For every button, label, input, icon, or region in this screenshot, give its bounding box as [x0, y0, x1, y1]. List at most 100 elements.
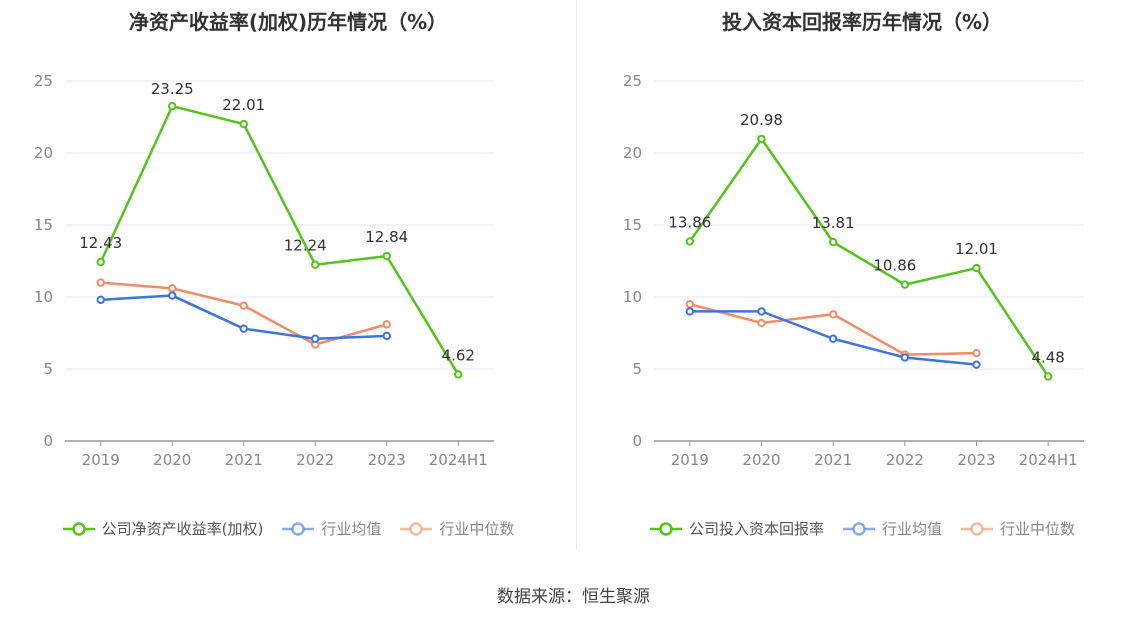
data-label: 12.43: [79, 234, 122, 252]
data-point: [685, 307, 695, 316]
data-point: [757, 307, 766, 316]
x-tick-label: 2022: [296, 451, 334, 469]
legend-marker-icon: [400, 521, 433, 536]
y-tick-label: 5: [632, 360, 642, 378]
data-label: 20.98: [740, 111, 783, 129]
data-label: 22.01: [222, 96, 265, 114]
series-line: [688, 137, 1050, 378]
legend-dot: [659, 521, 673, 536]
panel-divider: [576, 0, 577, 550]
x-tick-label: 2022: [886, 451, 924, 469]
data-point: [168, 291, 177, 300]
legend-label: 行业均值: [321, 520, 382, 538]
data-point: [382, 251, 391, 261]
data-label: 13.86: [668, 213, 711, 231]
data-point: [96, 257, 105, 267]
legend-label: 公司净资产收益率(加权): [101, 520, 264, 538]
legend-label: 行业中位数: [1000, 520, 1076, 538]
legend-label: 公司投入资本回报率: [688, 520, 824, 538]
data-point: [972, 263, 981, 273]
data-label: 4.48: [1031, 348, 1064, 366]
x-tick-label: 2019: [671, 451, 709, 469]
legend-marker-icon: [842, 521, 875, 536]
data-label: 12.01: [955, 240, 998, 258]
x-tick-label: 2021: [225, 451, 263, 469]
y-tick-label: 20: [623, 144, 642, 162]
data-label: 23.25: [151, 80, 194, 98]
legend-marker-icon: [961, 521, 993, 536]
data-point: [96, 295, 105, 305]
data-point: [900, 353, 910, 362]
data-point: [757, 134, 766, 144]
roic-chart-panel: 投入资本回报率历年情况（%） 0 5 10 15 20 25 2019 2020 2021 202…: [577, 0, 1147, 560]
legend-label: 行业中位数: [439, 520, 515, 538]
x-tick-label: 2021: [814, 451, 852, 469]
y-tick-label: 20: [34, 144, 53, 162]
data-source: 数据来源：恒生聚源: [497, 587, 650, 607]
data-point: [382, 320, 391, 329]
chart-legend: 公司投入资本回报率 行业均值 行业中位数: [577, 518, 1147, 539]
legend-label: 行业均值: [881, 520, 942, 538]
data-point: [1043, 372, 1053, 381]
data-point: [239, 324, 248, 333]
y-tick-label: 0: [632, 432, 642, 450]
data-point: [828, 334, 838, 343]
y-tick-label: 15: [34, 216, 53, 234]
legend-item[interactable]: 行业中位数: [399, 518, 514, 539]
data-label: 12.24: [284, 237, 327, 255]
legend-dot: [852, 521, 866, 536]
series-line: [100, 281, 388, 346]
legend-item[interactable]: 行业均值: [842, 518, 942, 539]
data-point: [96, 278, 105, 287]
legend-dot: [970, 521, 984, 536]
data-point: [757, 318, 766, 328]
data-point: [828, 237, 838, 247]
data-label: 10.86: [873, 257, 916, 275]
roic-line-chart: 0 5 10 15 20 25 2019 2020 2021 2022 2023 2024H1 13.8…: [623, 72, 1084, 469]
legend-item[interactable]: 行业中位数: [960, 518, 1075, 539]
data-point: [311, 260, 320, 269]
data-point: [900, 280, 910, 289]
x-tick-label: 2020: [742, 451, 780, 469]
x-tick-label: 2024H1: [429, 451, 488, 469]
roe-chart-panel: 净资产收益率(加权)历年情况（%） 0 5 10 15 20 25 2019 2020 2021…: [0, 0, 576, 560]
data-point: [828, 310, 838, 319]
legend-dot: [71, 521, 86, 536]
y-tick-label: 15: [623, 216, 642, 234]
y-tick-label: 25: [623, 72, 642, 90]
legend-item[interactable]: 公司投入资本回报率: [649, 518, 824, 539]
legend-item[interactable]: 行业均值: [281, 518, 381, 539]
y-tick-label: 10: [34, 288, 53, 306]
chart-title: 净资产收益率(加权)历年情况（%）: [128, 10, 448, 34]
x-tick-label: 2023: [368, 451, 406, 469]
data-point: [685, 300, 695, 309]
data-point: [311, 334, 320, 343]
x-tick-label: 2024H1: [1019, 451, 1078, 469]
data-point: [972, 360, 981, 369]
y-tick-label: 10: [623, 288, 642, 306]
data-label: 13.81: [812, 214, 855, 232]
legend-dot: [291, 521, 306, 536]
data-point: [382, 331, 391, 341]
legend-marker-icon: [649, 521, 682, 536]
series-line: [99, 104, 460, 376]
legend-item[interactable]: 公司净资产收益率(加权): [62, 518, 264, 539]
data-label: 4.62: [442, 346, 475, 364]
legend-marker-icon: [282, 521, 315, 536]
x-tick-label: 2020: [153, 451, 191, 469]
y-tick-label: 0: [43, 432, 53, 450]
y-tick-label: 25: [34, 72, 53, 90]
data-point: [239, 119, 248, 129]
chart-title: 投入资本回报率历年情况（%）: [721, 10, 1003, 34]
y-tick-label: 5: [43, 360, 53, 378]
data-point: [239, 301, 248, 310]
chart-legend: 公司净资产收益率(加权) 行业均值 行业中位数: [0, 518, 576, 539]
data-point: [454, 370, 463, 379]
data-point: [972, 348, 981, 358]
legend-dot: [409, 521, 424, 536]
data-point: [168, 102, 177, 111]
x-tick-label: 2023: [957, 451, 995, 469]
data-point: [685, 237, 695, 246]
roe-line-chart: 0 5 10 15 20 25 2019 2020 2021 2022 2023 2024H1 12.4…: [34, 72, 494, 469]
x-tick-label: 2019: [82, 451, 120, 469]
